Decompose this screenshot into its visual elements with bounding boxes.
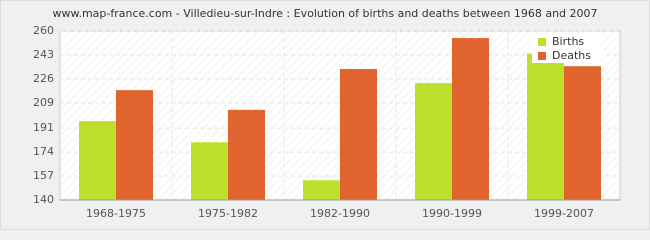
y-tick-label: 140 bbox=[33, 193, 54, 206]
legend-swatch bbox=[538, 38, 546, 46]
y-tick-label: 260 bbox=[33, 24, 54, 37]
bar bbox=[79, 121, 116, 200]
y-tick-label: 243 bbox=[33, 48, 54, 61]
bar bbox=[116, 90, 153, 200]
y-tick-label: 191 bbox=[33, 121, 54, 134]
legend-swatch bbox=[538, 52, 546, 60]
bar bbox=[415, 83, 452, 200]
legend-label: Births bbox=[552, 35, 584, 48]
x-tick-label: 1975-1982 bbox=[198, 207, 258, 220]
y-tick-label: 174 bbox=[33, 145, 54, 158]
x-tick-label: 1990-1999 bbox=[422, 207, 482, 220]
x-tick-label: 1968-1975 bbox=[86, 207, 146, 220]
bar bbox=[303, 180, 340, 200]
bar bbox=[340, 69, 377, 201]
bar bbox=[228, 109, 265, 200]
x-tick-label: 1999-2007 bbox=[534, 207, 594, 220]
bar bbox=[564, 66, 601, 200]
y-tick-label: 157 bbox=[33, 169, 54, 182]
bar bbox=[191, 142, 228, 200]
legend-label: Deaths bbox=[552, 49, 591, 62]
page: www.map-france.com - Villedieu-sur-Indre… bbox=[0, 0, 650, 230]
bar bbox=[452, 38, 489, 200]
y-tick-label: 209 bbox=[33, 96, 54, 109]
y-tick-label: 226 bbox=[33, 72, 54, 85]
chart: www.map-france.com - Villedieu-sur-Indre… bbox=[0, 0, 650, 230]
x-tick-label: 1982-1990 bbox=[310, 207, 370, 220]
chart-title: www.map-france.com - Villedieu-sur-Indre… bbox=[52, 7, 597, 20]
bar bbox=[527, 53, 564, 201]
